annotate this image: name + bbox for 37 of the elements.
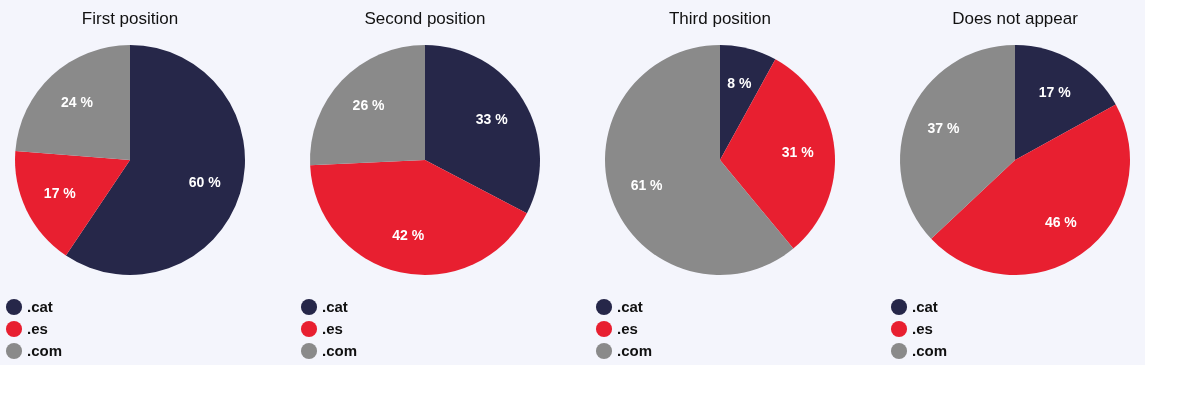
data-label: 61 % (630, 177, 664, 194)
legend-label: .es (617, 320, 638, 337)
chart-title: Third position (668, 9, 772, 28)
legend-label: .cat (617, 298, 643, 315)
chart-title: First position (81, 9, 179, 28)
chart-title: Second position (364, 9, 486, 28)
pie-slice (1015, 45, 1116, 160)
data-label: 31 % (781, 143, 815, 160)
data-label: 46 % (1044, 214, 1078, 231)
legend-label: .com (27, 342, 63, 359)
data-label: 8 % (727, 75, 753, 92)
data-label: 17 % (1038, 83, 1072, 100)
legend-label: .cat (322, 298, 348, 315)
pie-slice (425, 45, 540, 214)
data-label: 60 % (188, 173, 222, 190)
pie-slice (900, 45, 1015, 239)
legend-label: .es (322, 320, 343, 337)
pie-slice (310, 160, 527, 275)
legend-label: .com (617, 342, 653, 359)
legend-label: .com (322, 342, 358, 359)
chart-title: Does not appear (952, 9, 1079, 28)
legend-label: .es (912, 320, 933, 337)
legend-label: .cat (912, 298, 938, 315)
data-label: 26 % (352, 97, 386, 114)
pie-slice (15, 45, 130, 160)
legend-label: .es (27, 320, 48, 337)
pie-slice (310, 45, 425, 166)
legend-label: .cat (27, 298, 53, 315)
pie-slice (720, 59, 835, 249)
data-label: 37 % (927, 120, 960, 137)
data-label: 33 % (475, 110, 509, 127)
data-label: 42 % (392, 227, 425, 244)
pie-slice (15, 151, 130, 256)
legend-label: .com (912, 342, 948, 359)
pie-slice (720, 45, 776, 160)
data-label: 17 % (43, 185, 77, 201)
data-label: 24 % (61, 93, 94, 110)
